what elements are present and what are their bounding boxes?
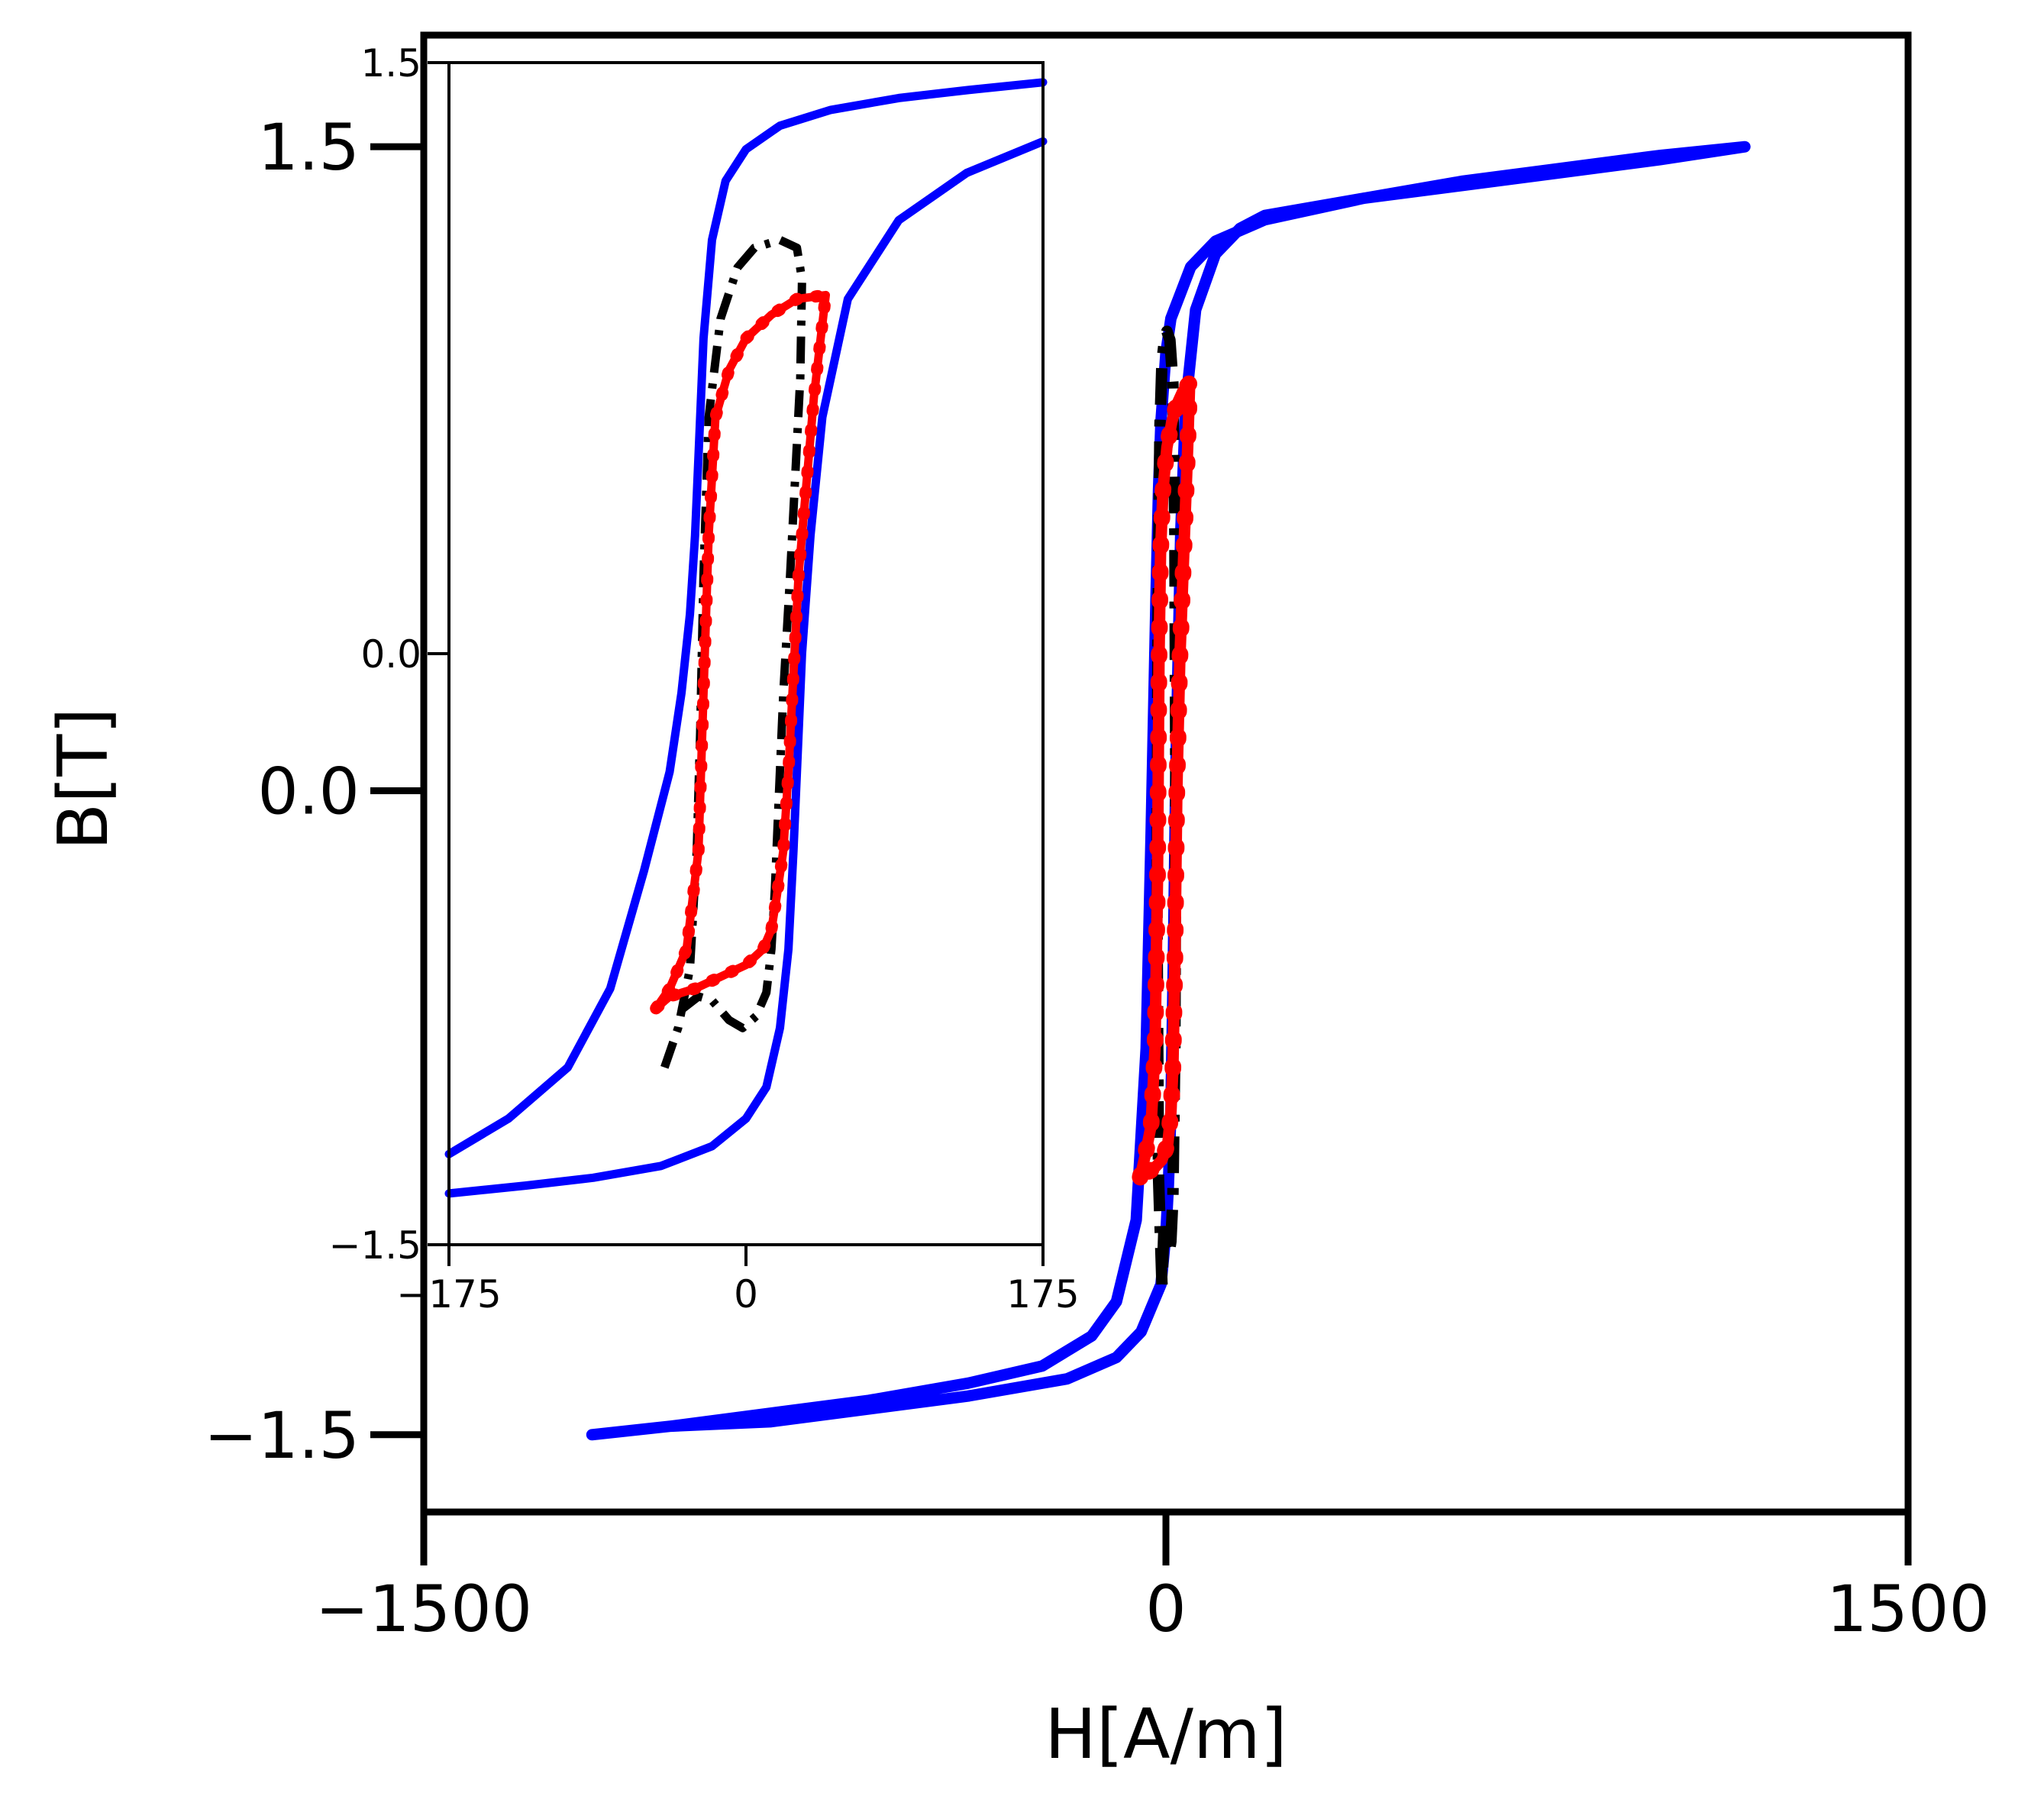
x-axis-label: H[A/m]: [1045, 1695, 1287, 1775]
main-x-tick-label-0: −1500: [315, 1572, 532, 1646]
y-axis-label: B[T]: [44, 708, 124, 851]
inset-plot: −175 0 175 −1.5 0.0 1.5: [329, 41, 1080, 1317]
main-y-tick-label-0: −1.5: [204, 1398, 360, 1473]
inset-y-tick-label-0: −1.5: [329, 1223, 421, 1268]
inset-series-group: [444, 78, 1048, 1198]
main-plot: −1500 0 1500 −1.5 0.0 1.5 H[A/m] B[T]: [44, 31, 1990, 1775]
main-series-group: [586, 141, 1751, 1441]
inset-y-tick-label-2: 1.5: [360, 41, 421, 86]
inset-series-3-dots: [650, 288, 833, 1015]
main-x-tick-label-2: 1500: [1826, 1572, 1990, 1646]
inset-x-tick-label-1: 0: [734, 1272, 758, 1317]
inset-series-0: [444, 78, 1048, 1158]
main-ticks-group: −1500 0 1500 −1.5 0.0 1.5: [204, 110, 1990, 1646]
inset-y-tick-label-1: 0.0: [360, 632, 421, 677]
main-series-0: [586, 141, 1751, 1441]
main-x-tick-label-1: 0: [1145, 1572, 1186, 1646]
main-y-tick-label-2: 1.5: [257, 110, 360, 185]
inset-background: [449, 63, 1043, 1245]
main-y-tick-label-1: 0.0: [257, 754, 360, 829]
inset-series-1: [444, 137, 1048, 1198]
inset-x-tick-label-2: 175: [1006, 1272, 1079, 1317]
inset-x-tick-label-0: −175: [396, 1272, 501, 1317]
inset-ticks-group: −175 0 175 −1.5 0.0 1.5: [329, 41, 1080, 1317]
main-series-2-dots: [1132, 358, 1199, 1186]
